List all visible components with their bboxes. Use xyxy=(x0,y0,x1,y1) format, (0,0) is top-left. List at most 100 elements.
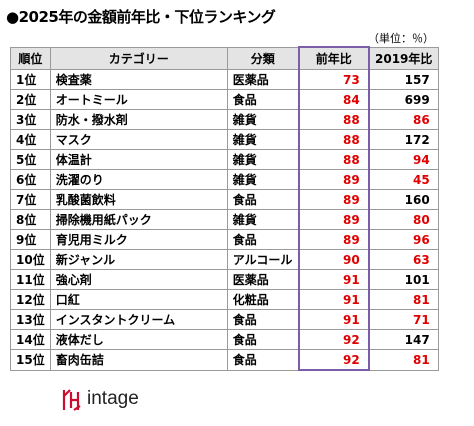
table-cell: 9位 xyxy=(10,229,51,250)
table-row: 2位 オートミール 食品 84 699 xyxy=(10,89,439,110)
table-cell: 育児用ミルク xyxy=(49,229,228,250)
table-cell: 雑貨 xyxy=(226,109,300,130)
table-row: 7位 乳酸菌飲料 食品 89 160 xyxy=(10,189,439,210)
table-cell: 81 xyxy=(368,349,439,371)
table-cell: 86 xyxy=(368,109,439,130)
table-cell: 90 xyxy=(297,249,370,270)
column-header: 前年比 xyxy=(297,46,370,70)
table-cell: インスタントクリーム xyxy=(49,309,228,330)
table-cell: 化粧品 xyxy=(226,289,300,310)
table-cell: 92 xyxy=(297,349,370,371)
table-cell: 食品 xyxy=(226,189,300,210)
column-header: 2019年比 xyxy=(368,46,439,70)
table-cell: 2位 xyxy=(10,89,51,110)
table-cell: 81 xyxy=(368,289,439,310)
table-row: 14位 液体だし 食品 92 147 xyxy=(10,329,439,350)
table-cell: 15位 xyxy=(10,349,51,371)
table-cell: 液体だし xyxy=(49,329,228,350)
table-cell: 88 xyxy=(297,129,370,150)
table-cell: 医薬品 xyxy=(226,269,300,290)
table-row: 9位 育児用ミルク 食品 89 96 xyxy=(10,229,439,250)
table-cell: 5位 xyxy=(10,149,51,170)
table-row: 5位 体温計 雑貨 88 94 xyxy=(10,149,439,170)
table-cell: 88 xyxy=(297,149,370,170)
table-cell: 94 xyxy=(368,149,439,170)
table-cell: 10位 xyxy=(10,249,51,270)
table-cell: アルコール xyxy=(226,249,300,270)
table-cell: 8位 xyxy=(10,209,51,230)
table-cell: 91 xyxy=(297,289,370,310)
table-row: 11位 強心剤 医薬品 91 101 xyxy=(10,269,439,290)
logo-icon xyxy=(62,389,81,411)
table-cell: 乳酸菌飲料 xyxy=(49,189,228,210)
table-cell: 89 xyxy=(297,169,370,190)
table-cell: 雑貨 xyxy=(226,129,300,150)
table-cell: 84 xyxy=(297,89,370,110)
table-body: 1位 検査薬 医薬品 73 157 2位 オートミール 食品 84 699 3位 防水・撥水剤 雑貨 88… xyxy=(10,69,439,371)
table-cell: 新ジャンル xyxy=(49,249,228,270)
table-cell: 食品 xyxy=(226,309,300,330)
table-cell: 医薬品 xyxy=(226,69,300,90)
header-row: 順位 カテゴリー 分類 前年比 2019年比 xyxy=(10,46,439,70)
logo: intage xyxy=(60,386,139,412)
table-cell: 防水・撥水剤 xyxy=(49,109,228,130)
table-cell: 口紅 xyxy=(49,289,228,310)
column-header: 分類 xyxy=(226,46,300,70)
table-cell: 89 xyxy=(297,209,370,230)
table-cell: 73 xyxy=(297,69,370,90)
table-row: 3位 防水・撥水剤 雑貨 88 86 xyxy=(10,109,439,130)
table-cell: 体温計 xyxy=(49,149,228,170)
title: ●2025年の金額前年比・下位ランキング xyxy=(6,8,276,26)
table-cell: 6位 xyxy=(10,169,51,190)
table-row: 1位 検査薬 医薬品 73 157 xyxy=(10,69,439,90)
table-cell: 88 xyxy=(297,109,370,130)
table-row: 6位 洗濯のり 雑貨 89 45 xyxy=(10,169,439,190)
table-row: 10位 新ジャンル アルコール 90 63 xyxy=(10,249,439,270)
table-cell: 畜肉缶詰 xyxy=(49,349,228,371)
table-row: 12位 口紅 化粧品 91 81 xyxy=(10,289,439,310)
ranking-table: 順位 カテゴリー 分類 前年比 2019年比 1位 検査薬 医薬品 73 157 2位 オートミール… xyxy=(10,46,439,371)
table-cell: 13位 xyxy=(10,309,51,330)
table-cell: 45 xyxy=(368,169,439,190)
table-cell: 食品 xyxy=(226,229,300,250)
table-row: 15位 畜肉缶詰 食品 92 81 xyxy=(10,349,439,371)
table-cell: 157 xyxy=(368,69,439,90)
table-cell: 雑貨 xyxy=(226,169,300,190)
table-cell: 11位 xyxy=(10,269,51,290)
table-cell: 89 xyxy=(297,229,370,250)
table-cell: 食品 xyxy=(226,329,300,350)
table-row: 8位 掃除機用紙パック 雑貨 89 80 xyxy=(10,209,439,230)
table-cell: 4位 xyxy=(10,129,51,150)
table-row: 4位 マスク 雑貨 88 172 xyxy=(10,129,439,150)
table-cell: 食品 xyxy=(226,349,300,371)
table-cell: 63 xyxy=(368,249,439,270)
table-row: 13位 インスタントクリーム 食品 91 71 xyxy=(10,309,439,330)
table-cell: 雑貨 xyxy=(226,149,300,170)
table-cell: 雑貨 xyxy=(226,209,300,230)
table-cell: 80 xyxy=(368,209,439,230)
table-cell: 1位 xyxy=(10,69,51,90)
column-header: 順位 xyxy=(10,46,51,70)
table-cell: 14位 xyxy=(10,329,51,350)
table-cell: 洗濯のり xyxy=(49,169,228,190)
table-cell: 検査薬 xyxy=(49,69,228,90)
table-cell: 91 xyxy=(297,269,370,290)
table-cell: 3位 xyxy=(10,109,51,130)
table-cell: 96 xyxy=(368,229,439,250)
table-cell: 強心剤 xyxy=(49,269,228,290)
column-header: カテゴリー xyxy=(49,46,228,70)
table-cell: オートミール xyxy=(49,89,228,110)
table-cell: 71 xyxy=(368,309,439,330)
table-cell: マスク xyxy=(49,129,228,150)
table-cell: 7位 xyxy=(10,189,51,210)
table-cell: 160 xyxy=(368,189,439,210)
table-cell: 101 xyxy=(368,269,439,290)
table-cell: 食品 xyxy=(226,89,300,110)
table-cell: 掃除機用紙パック xyxy=(49,209,228,230)
table-cell: 92 xyxy=(297,329,370,350)
table-cell: 147 xyxy=(368,329,439,350)
table-cell: 172 xyxy=(368,129,439,150)
table-cell: 12位 xyxy=(10,289,51,310)
table-cell: 91 xyxy=(297,309,370,330)
